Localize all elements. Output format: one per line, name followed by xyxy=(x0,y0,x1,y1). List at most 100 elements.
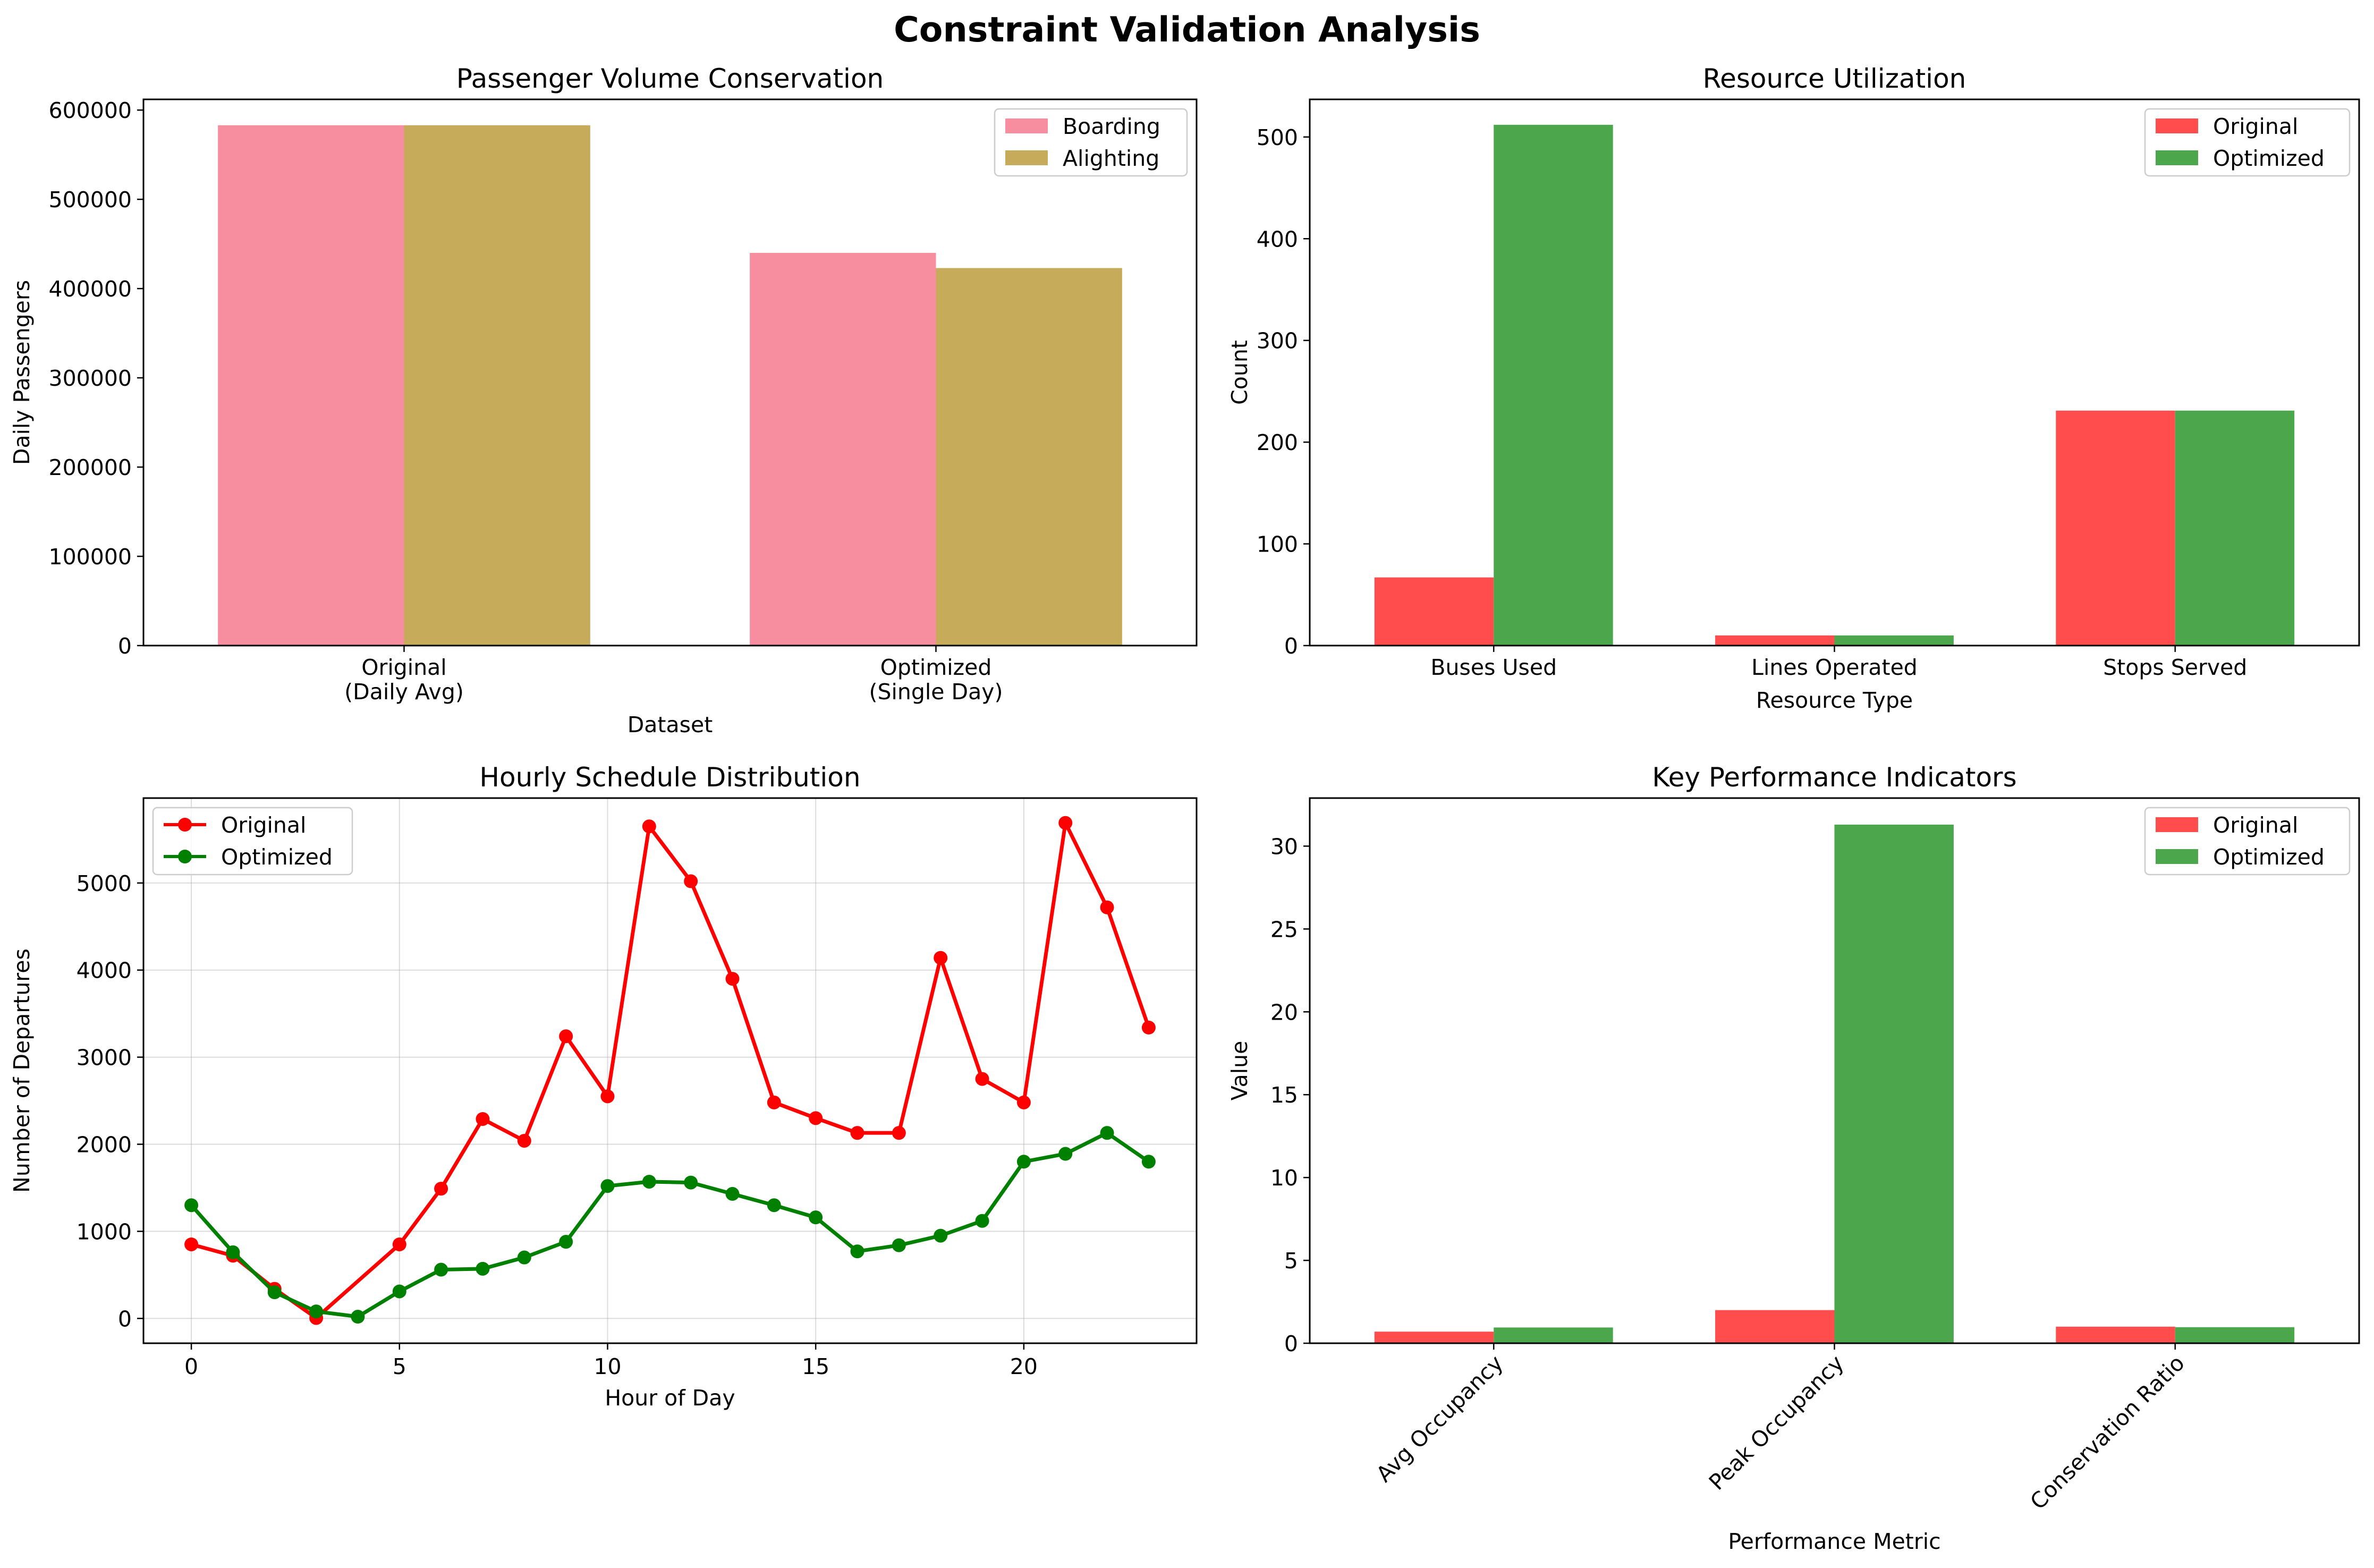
kpi-panel: Key Performance Indicators 0 5 10 15 20 25 30 Va… xyxy=(1227,762,2360,1554)
data-point-optimized xyxy=(1141,1155,1156,1169)
data-point-optimized xyxy=(1058,1147,1073,1161)
y-tick-label: 500000 xyxy=(48,187,132,213)
x-tick-label: Conservation Ratio xyxy=(2025,1350,2190,1514)
legend-swatch xyxy=(2156,817,2198,832)
data-point-optimized xyxy=(517,1250,531,1265)
data-point-optimized xyxy=(892,1238,906,1252)
panel-title: Resource Utilization xyxy=(1703,63,1966,94)
bar-alighting xyxy=(404,125,590,646)
x-tick-label: Original (Daily Avg) xyxy=(344,655,464,705)
data-point-original xyxy=(809,1111,823,1125)
legend-swatch xyxy=(1005,150,1048,165)
legend-swatch xyxy=(2156,849,2198,864)
data-point-optimized xyxy=(351,1310,365,1324)
x-tick-label: 5 xyxy=(393,1354,406,1379)
bar-optimized xyxy=(2175,1327,2295,1343)
data-point-original xyxy=(1141,1020,1156,1035)
data-point-optimized xyxy=(434,1262,448,1277)
bar-optimized xyxy=(1494,1327,1613,1343)
bar-original xyxy=(1715,1310,1835,1343)
x-tick-label: Peak Occupancy xyxy=(1704,1350,1849,1495)
data-point-optimized xyxy=(642,1174,656,1189)
data-point-original xyxy=(642,819,656,834)
y-tick-label: 0 xyxy=(118,1306,132,1332)
data-point-original xyxy=(767,1095,781,1109)
bar-optimized xyxy=(1834,635,1954,646)
data-point-optimized xyxy=(850,1244,864,1259)
axes-frame xyxy=(1309,98,2360,647)
y-tick-label: 0 xyxy=(1284,1331,1298,1357)
y-axis-label: Number of Departures xyxy=(9,948,35,1193)
bar-original xyxy=(2056,410,2175,646)
data-point-original xyxy=(517,1133,531,1148)
axes-frame xyxy=(1309,797,2360,1344)
x-axis-label: Resource Type xyxy=(1756,688,1913,713)
data-point-optimized xyxy=(392,1284,406,1299)
y-tick-label: 400 xyxy=(1257,226,1298,252)
x-tick-label: 10 xyxy=(594,1354,621,1379)
data-point-original xyxy=(975,1072,989,1086)
data-point-original xyxy=(476,1112,490,1126)
x-tick-label: Stops Served xyxy=(2103,655,2247,680)
bar-boarding xyxy=(750,252,936,646)
y-tick-label: 10 xyxy=(1270,1165,1298,1191)
x-axis-label: Performance Metric xyxy=(1728,1529,1940,1554)
legend-label: Boarding xyxy=(1063,114,1160,139)
legend-label: Original xyxy=(221,812,306,838)
data-point-original xyxy=(850,1126,864,1140)
legend-swatch xyxy=(2156,118,2198,133)
legend-label: Optimized xyxy=(2213,146,2325,171)
y-tick-label: 0 xyxy=(118,633,132,659)
y-tick-label: 100000 xyxy=(48,544,132,570)
data-point-original xyxy=(392,1237,406,1251)
figure-title: Constraint Validation Analysis xyxy=(894,10,1480,50)
y-tick-label: 300000 xyxy=(48,366,132,391)
series-line-original xyxy=(191,821,1151,1320)
legend-point-marker xyxy=(178,850,192,863)
y-tick-label: 15 xyxy=(1270,1082,1298,1108)
y-tick-label: 600000 xyxy=(48,98,132,123)
data-point-original xyxy=(1058,816,1073,830)
y-tick-label: 0 xyxy=(1284,633,1298,659)
legend-label: Optimized xyxy=(2213,844,2325,870)
bar-optimized xyxy=(1834,824,1954,1343)
data-point-original xyxy=(892,1126,906,1140)
legend-label: Original xyxy=(2213,812,2298,838)
data-point-optimized xyxy=(184,1198,199,1213)
y-axis-label: Daily Passengers xyxy=(9,280,35,465)
x-tick-label: 15 xyxy=(802,1354,829,1379)
y-tick-label: 30 xyxy=(1270,834,1298,859)
y-tick-label: 25 xyxy=(1270,917,1298,942)
data-point-original xyxy=(725,972,740,986)
legend-label: Original xyxy=(2213,114,2298,139)
data-point-optimized xyxy=(809,1210,823,1225)
legend-label: Alighting xyxy=(1063,146,1159,171)
y-tick-label: 20 xyxy=(1270,999,1298,1025)
y-tick-label: 5 xyxy=(1284,1248,1298,1274)
x-tick-label: Avg Occupancy xyxy=(1371,1350,1508,1487)
y-tick-label: 2000 xyxy=(77,1132,132,1157)
y-tick-label: 3000 xyxy=(77,1045,132,1071)
series-line-optimized xyxy=(190,1131,1150,1319)
axes-frame xyxy=(142,98,1198,647)
data-point-optimized xyxy=(1016,1155,1031,1169)
bar-alighting xyxy=(936,268,1122,646)
data-point-optimized xyxy=(559,1235,573,1249)
data-point-optimized xyxy=(934,1228,948,1243)
panel-title: Hourly Schedule Distribution xyxy=(479,762,860,793)
legend-point-marker xyxy=(178,818,192,832)
legend-swatch xyxy=(2156,150,2198,165)
y-tick-label: 4000 xyxy=(77,958,132,984)
panel-title: Key Performance Indicators xyxy=(1652,762,2016,793)
bar-original xyxy=(1374,577,1494,646)
data-point-optimized xyxy=(975,1214,989,1228)
y-tick-label: 300 xyxy=(1257,328,1298,354)
x-axis-label: Dataset xyxy=(628,712,713,738)
data-point-optimized xyxy=(767,1198,781,1213)
hourly-schedule-panel: Hourly Schedule Distribution 0 5 10 15 20 0 100… xyxy=(9,762,1198,1411)
x-tick-label: Lines Operated xyxy=(1751,655,1918,680)
legend-swatch xyxy=(1005,118,1048,133)
data-point-original xyxy=(934,951,948,965)
bar-optimized xyxy=(1494,124,1613,646)
